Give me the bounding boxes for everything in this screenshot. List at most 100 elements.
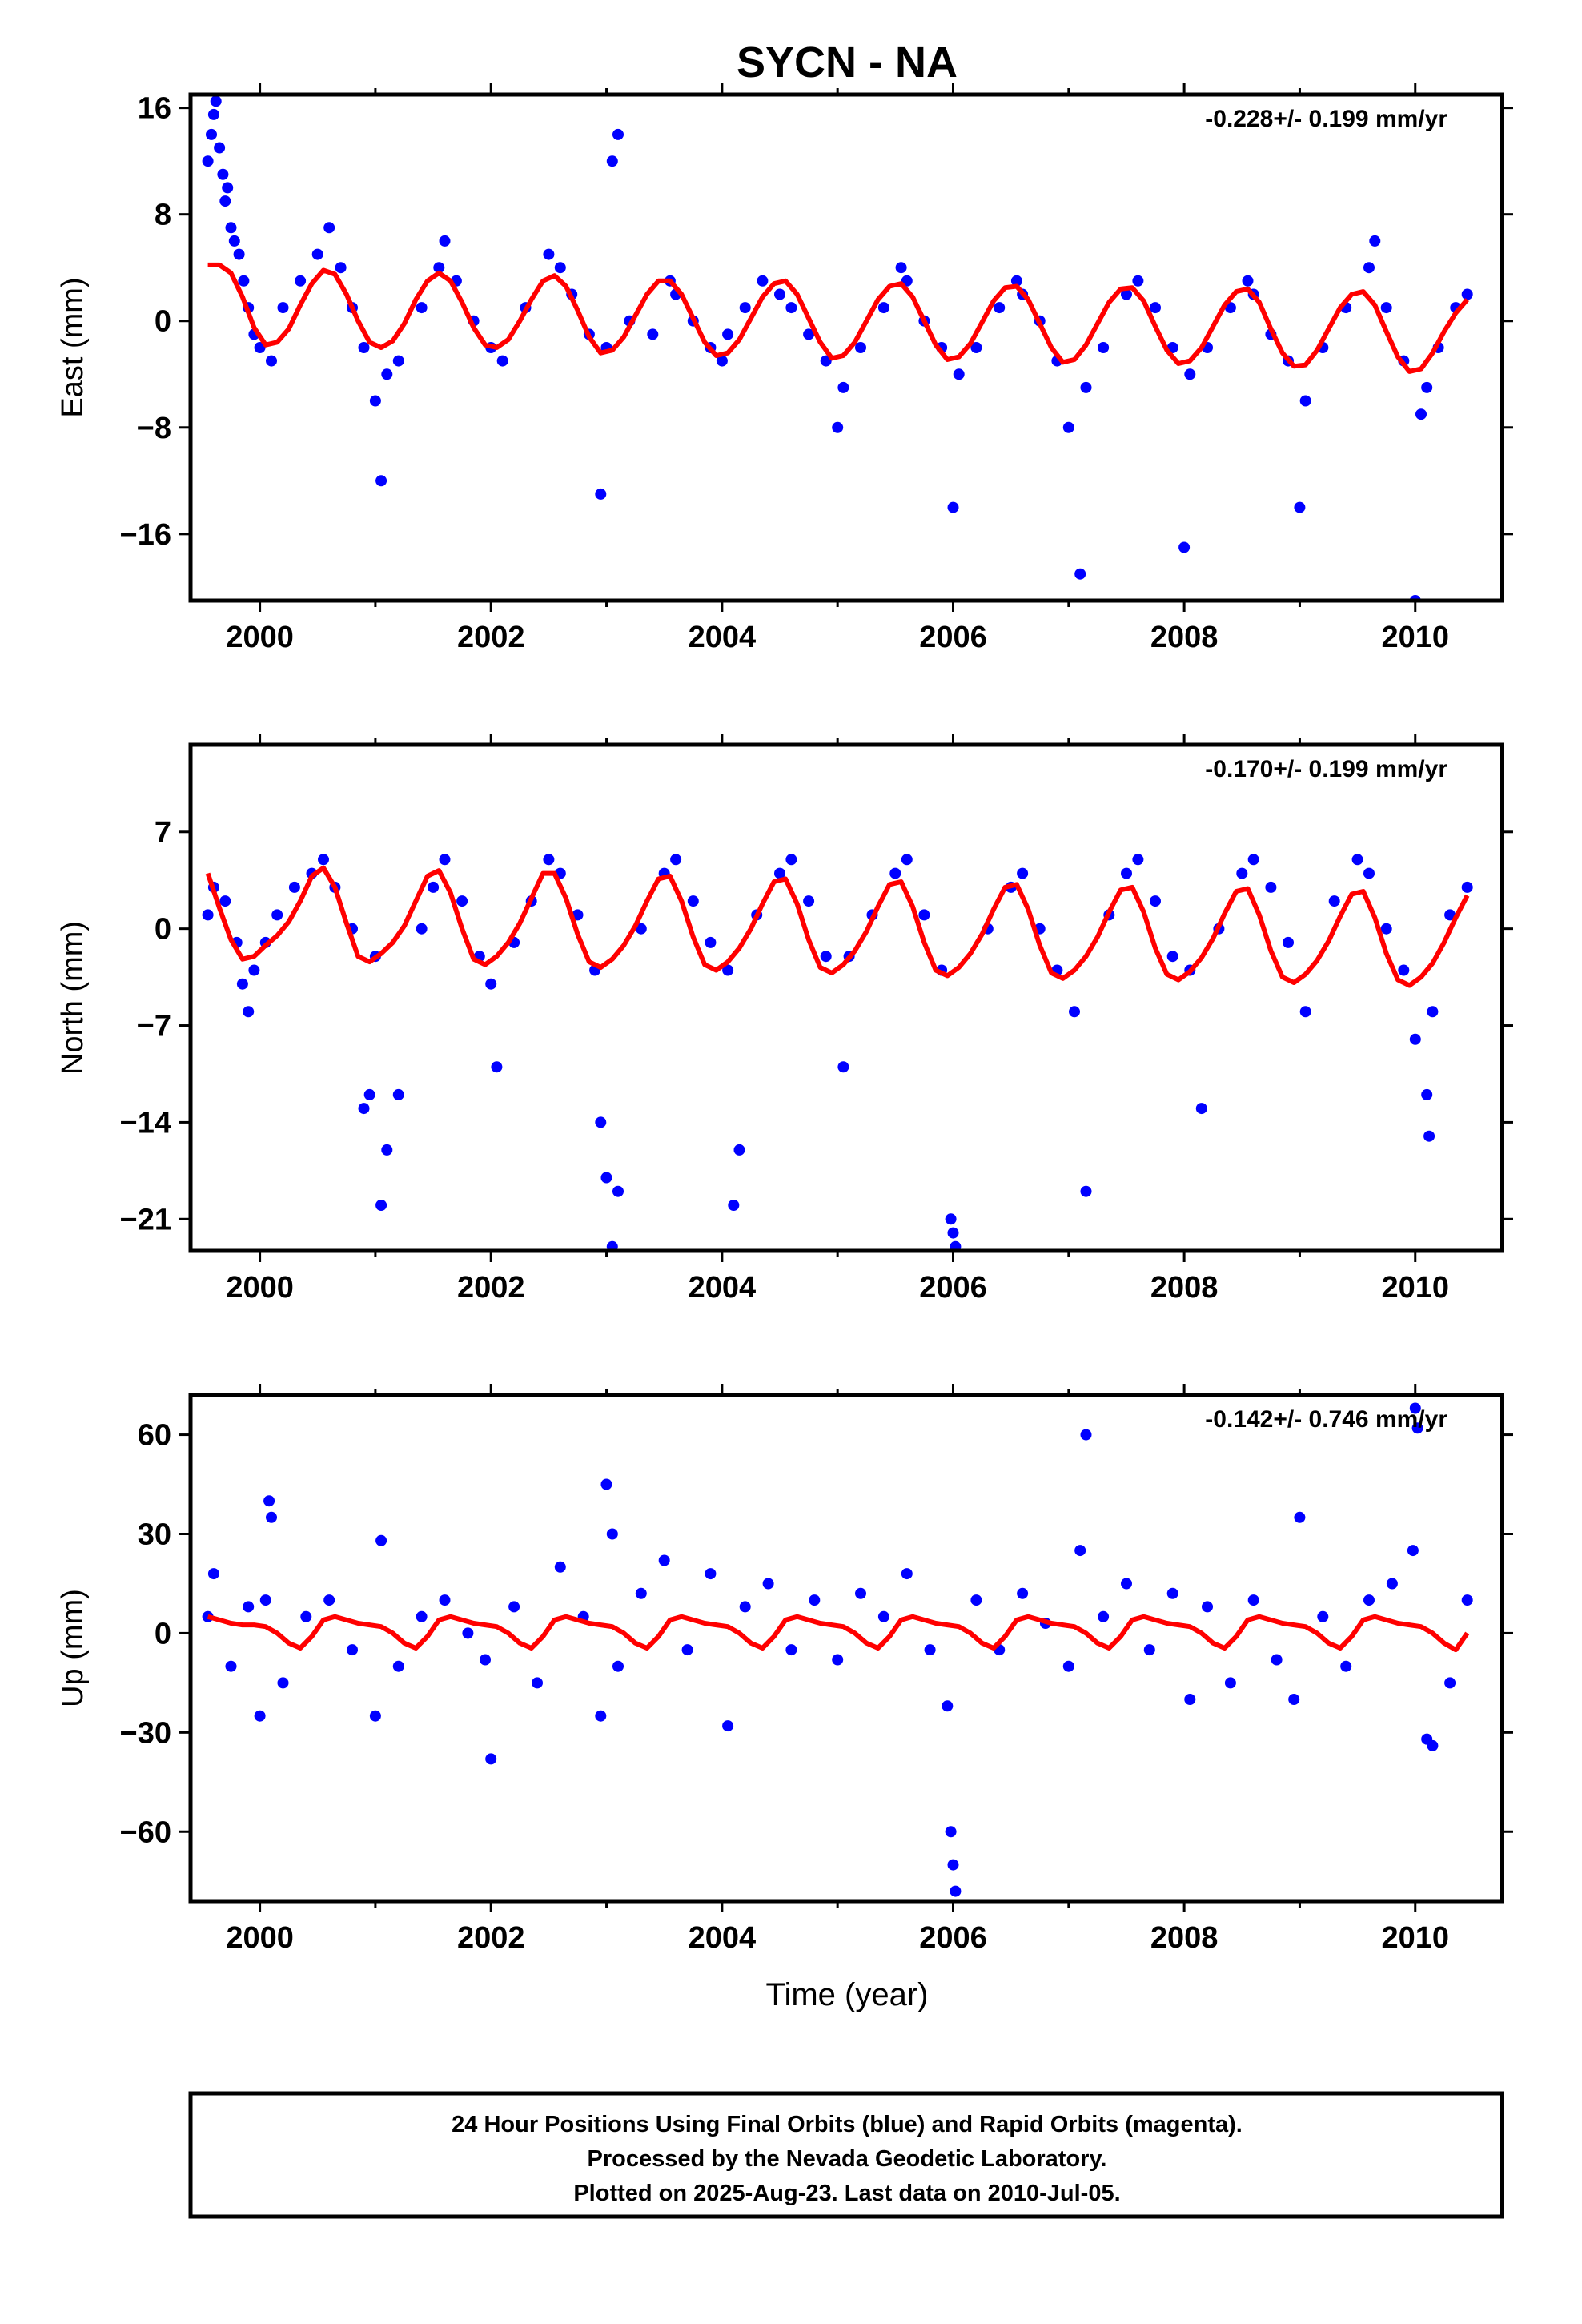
- data-point: [1271, 1654, 1283, 1666]
- data-point: [554, 262, 566, 274]
- data-point: [243, 1601, 255, 1613]
- y-tick-label: −7: [137, 1010, 171, 1043]
- data-point: [254, 1710, 266, 1722]
- data-point: [803, 328, 815, 340]
- data-point: [1409, 1033, 1421, 1045]
- data-point: [1098, 342, 1110, 353]
- data-point: [947, 1859, 959, 1871]
- data-point: [1247, 1594, 1259, 1606]
- data-point: [1062, 421, 1074, 433]
- data-point: [647, 328, 659, 340]
- x-tick-label: 2002: [457, 1271, 525, 1305]
- data-point: [1386, 1578, 1398, 1590]
- data-point: [1062, 1660, 1074, 1672]
- data-point: [945, 1826, 957, 1838]
- rate-annotation: -0.228+/- 0.199 mm/yr: [1205, 106, 1447, 132]
- x-tick-label: 2006: [919, 1271, 987, 1305]
- data-point: [716, 355, 728, 367]
- data-point: [945, 1213, 957, 1225]
- y-tick-label: −8: [137, 412, 171, 445]
- data-point: [369, 395, 381, 407]
- data-point: [485, 1753, 497, 1765]
- data-point: [1166, 1587, 1178, 1599]
- data-point: [774, 288, 785, 300]
- data-point: [1288, 1694, 1300, 1705]
- data-point: [1363, 1594, 1375, 1606]
- data-point: [236, 978, 248, 990]
- data-point: [832, 1654, 844, 1666]
- data-point: [635, 923, 647, 935]
- data-point: [757, 275, 769, 287]
- plot-area: [202, 95, 1473, 601]
- y-tick-label: −21: [120, 1203, 171, 1236]
- data-point: [970, 342, 982, 353]
- plot-area: [202, 1402, 1473, 1897]
- data-point: [491, 1061, 503, 1073]
- data-point: [1294, 501, 1306, 513]
- data-point: [837, 381, 849, 393]
- data-point: [612, 1185, 624, 1197]
- data-point: [901, 854, 913, 866]
- x-tick-label: 2010: [1381, 1271, 1449, 1305]
- data-point: [485, 978, 497, 990]
- x-tick-label: 2006: [919, 621, 987, 654]
- data-point: [950, 1885, 962, 1897]
- data-point: [416, 302, 428, 314]
- data-point: [259, 1594, 271, 1606]
- data-point: [606, 1240, 618, 1251]
- data-point: [210, 95, 222, 107]
- data-point: [381, 368, 393, 380]
- data-point: [895, 262, 907, 274]
- data-point: [248, 964, 260, 976]
- x-tick-label: 2004: [689, 621, 757, 654]
- data-point: [1017, 867, 1029, 879]
- x-tick-label: 2000: [226, 621, 294, 654]
- data-point: [1421, 381, 1433, 393]
- data-point: [543, 248, 555, 260]
- data-point: [228, 235, 240, 247]
- y-tick-label: 8: [155, 199, 171, 232]
- data-point: [1121, 867, 1132, 879]
- data-point: [263, 1495, 275, 1507]
- data-point: [595, 1116, 607, 1128]
- data-point: [947, 501, 959, 513]
- data-point: [877, 1610, 889, 1622]
- data-point: [705, 1568, 717, 1580]
- data-point: [1150, 302, 1161, 314]
- footer-line-3: Plotted on 2025-Aug-23. Last data on 201…: [573, 2181, 1120, 2206]
- data-point: [820, 951, 832, 963]
- y-tick-label: 0: [155, 305, 171, 339]
- data-point: [600, 1172, 612, 1184]
- data-point: [277, 1677, 289, 1689]
- data-point: [1444, 909, 1456, 921]
- data-point: [1121, 1578, 1132, 1590]
- data-point: [774, 867, 785, 879]
- data-point: [739, 1601, 751, 1613]
- data-point: [433, 262, 445, 274]
- rate-annotation: -0.170+/- 0.199 mm/yr: [1205, 756, 1447, 782]
- data-point: [1317, 1610, 1329, 1622]
- footer-box: 24 Hour Positions Using Final Orbits (bl…: [188, 2091, 1504, 2219]
- data-point: [855, 342, 866, 353]
- data-point: [358, 342, 370, 353]
- data-point: [225, 1660, 237, 1672]
- data-point: [1351, 854, 1363, 866]
- y-axis-label: Up (mm): [56, 1589, 90, 1707]
- data-point: [1427, 1739, 1439, 1751]
- data-point: [635, 1587, 647, 1599]
- data-point: [1299, 395, 1311, 407]
- data-point: [994, 302, 1006, 314]
- x-tick-label: 2010: [1381, 1921, 1449, 1955]
- data-point: [600, 1478, 612, 1490]
- x-tick-label: 2002: [457, 621, 525, 654]
- y-tick-label: 7: [155, 816, 171, 850]
- data-point: [889, 867, 901, 879]
- data-point: [295, 275, 307, 287]
- data-point: [277, 302, 289, 314]
- data-point: [681, 1644, 693, 1656]
- x-tick-label: 2000: [226, 1921, 294, 1955]
- data-point: [658, 1554, 670, 1566]
- plot-frame: [188, 742, 1504, 1253]
- data-point: [1380, 302, 1392, 314]
- data-point: [439, 854, 451, 866]
